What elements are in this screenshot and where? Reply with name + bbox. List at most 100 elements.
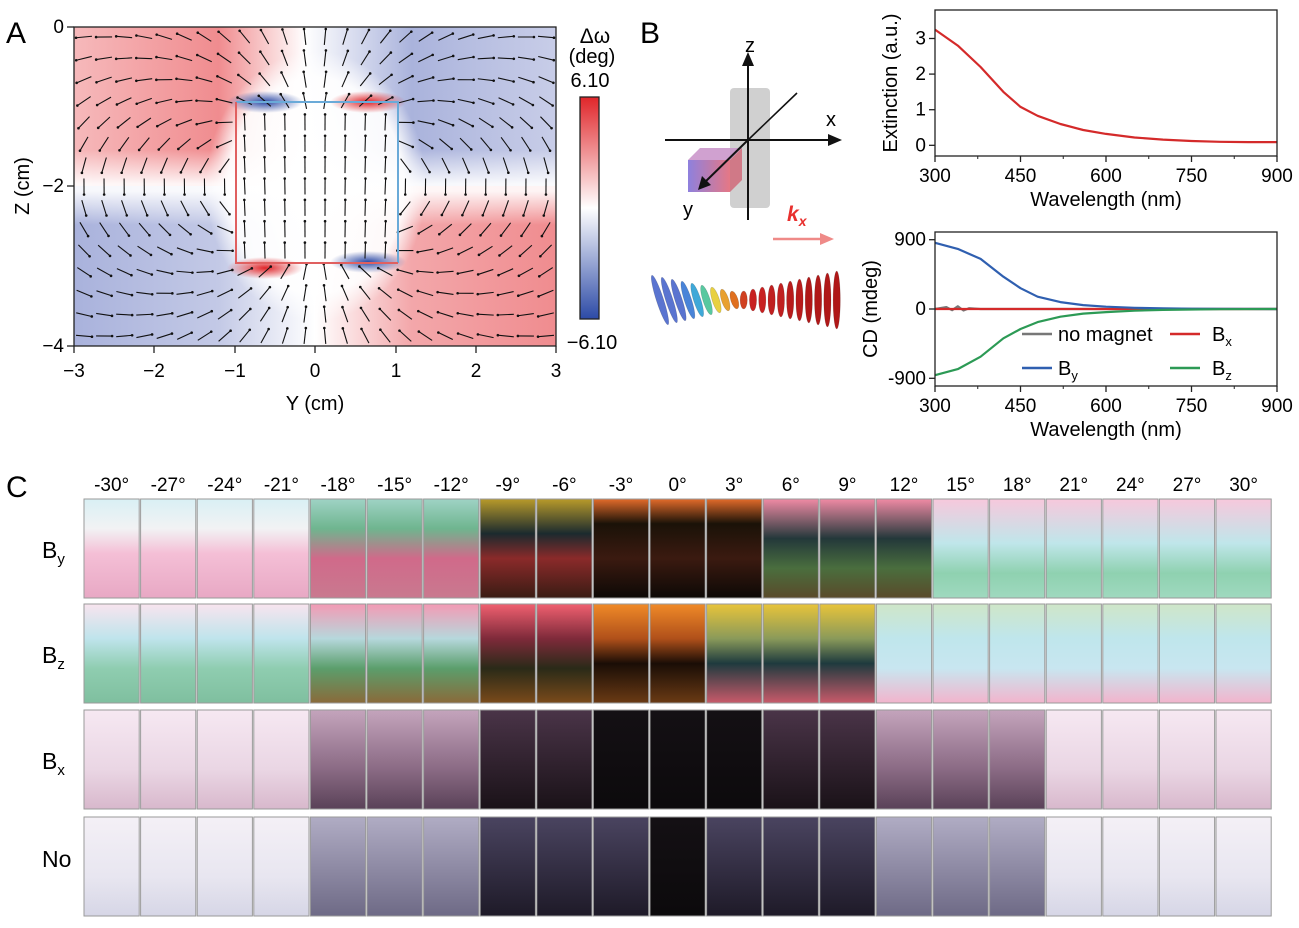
field-arrow-head: [501, 214, 505, 217]
field-arrow-head: [229, 329, 232, 333]
series-line-extinction: [934, 28, 1277, 144]
field-arrow: [96, 290, 112, 297]
photo-cell: [309, 603, 367, 704]
field-arrow-head: [280, 71, 283, 74]
field-arrow-head: [343, 134, 347, 138]
field-arrow-head: [469, 148, 473, 151]
field-arrow: [138, 222, 150, 236]
field-arrow: [497, 291, 514, 296]
field-arrow: [541, 136, 551, 151]
photo-cell: [309, 816, 367, 917]
field-arrow: [158, 223, 171, 236]
field-arrow-head: [368, 72, 372, 75]
field-arrow: [437, 78, 454, 82]
field-arrow-head: [552, 36, 556, 39]
field-arrow-head: [471, 124, 475, 128]
field-arrow: [81, 200, 87, 216]
field-arrow: [437, 119, 454, 126]
field-arrow: [497, 77, 514, 83]
field-arrow: [418, 310, 433, 319]
field-arrow-head: [143, 193, 146, 196]
photo-cell: [819, 603, 876, 704]
field-arrow: [116, 268, 132, 276]
field-arrow: [136, 97, 152, 105]
angle-label: 21°: [1059, 475, 1088, 496]
field-arrow-head: [544, 193, 548, 196]
field-arrow: [96, 56, 113, 61]
field-arrow: [237, 267, 253, 277]
field-arrow: [359, 286, 371, 300]
field-arrow-head: [230, 288, 234, 292]
field-arrow: [359, 266, 372, 278]
field-arrow: [398, 309, 413, 320]
field-arrow-head: [78, 149, 82, 153]
field-arrow-head: [95, 103, 99, 107]
field-arrow: [378, 287, 392, 299]
field-arrow: [138, 137, 150, 151]
field-arrow-head: [377, 286, 381, 290]
legend-label: By: [1058, 358, 1078, 383]
field-arrow: [323, 263, 327, 280]
field-arrow-head: [411, 74, 414, 78]
a-xtick: −2: [143, 361, 165, 382]
field-arrows: [74, 27, 556, 345]
field-arrow-head: [358, 265, 361, 268]
helix-ellipse: [758, 286, 767, 314]
field-arrow-head: [190, 331, 194, 334]
field-arrow: [379, 52, 392, 65]
field-arrow-head: [518, 254, 522, 258]
field-arrow-head: [145, 214, 149, 217]
field-arrow-head: [148, 234, 151, 237]
field-arrow: [420, 200, 431, 215]
field-arrow-head: [532, 35, 536, 39]
field-arrow-head: [228, 212, 231, 216]
field-arrow-head: [149, 253, 153, 257]
helix-ellipse: [804, 276, 813, 324]
field-arrow-head: [403, 193, 407, 196]
field-arrow-head: [323, 177, 327, 180]
field-arrow-head: [125, 214, 129, 217]
helix-ellipse: [690, 282, 704, 318]
field-arrow: [377, 267, 393, 277]
angle-label: -12°: [434, 475, 469, 496]
x-tick-label: 900: [1261, 396, 1293, 417]
field-arrow-head: [431, 76, 435, 79]
field-arrow: [379, 30, 391, 44]
field-arrow-head: [364, 219, 367, 223]
field-arrow-head: [509, 148, 512, 152]
a-xtick: 3: [551, 361, 562, 382]
field-arrow: [384, 178, 387, 195]
field-arrow: [518, 76, 534, 83]
photo-cell: [423, 709, 480, 810]
field-arrow-head: [186, 213, 190, 217]
field-arrow-head: [389, 51, 393, 54]
field-arrow-head: [129, 254, 132, 257]
photo-cell: [762, 498, 819, 599]
field-arrow-head: [279, 92, 283, 96]
field-arrow-head: [324, 49, 328, 52]
x-axis-label: Wavelength (nm): [1030, 189, 1182, 211]
photo-cell: [1102, 816, 1159, 917]
field-arrow-head: [134, 56, 138, 60]
y-tick-label: 0: [915, 135, 926, 156]
field-arrow: [384, 199, 387, 216]
field-arrow-head: [384, 134, 387, 138]
photo-cell: [762, 709, 819, 810]
field-arrow: [259, 73, 271, 87]
helix-ellipse: [670, 278, 687, 322]
field-arrow: [302, 263, 308, 280]
row-label: Bz: [42, 642, 65, 673]
field-arrow-head: [346, 49, 350, 53]
field-arrow: [539, 96, 553, 106]
field-arrow: [399, 330, 412, 342]
field-arrow-head: [211, 270, 214, 273]
field-arrow: [118, 222, 130, 236]
field-arrow: [359, 73, 371, 87]
photo-cell: [1045, 498, 1102, 599]
y-axis-label: Extinction (a.u.): [880, 14, 902, 153]
field-arrow-head: [105, 214, 108, 217]
angle-label: 27°: [1173, 475, 1202, 496]
magnet-halo: [206, 51, 426, 321]
field-arrow: [437, 99, 454, 103]
helix-ellipse: [700, 284, 713, 316]
